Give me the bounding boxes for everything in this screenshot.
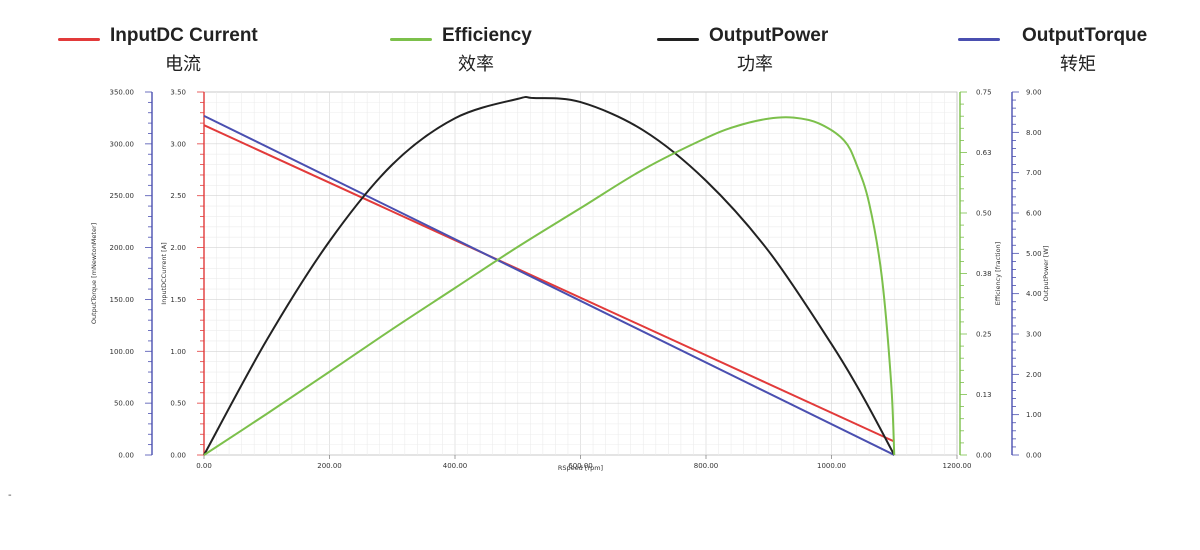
stray-dash-text: - <box>8 490 12 501</box>
y-tick-label-torque: 300.00 <box>110 140 135 148</box>
y-axis-title-torque: OutputTorque [mNewtonMeter] <box>90 223 98 324</box>
y-tick-label-efficiency: 0.50 <box>976 210 992 218</box>
y-tick-label-efficiency: 0.38 <box>976 270 992 278</box>
y-tick-label-torque: 250.00 <box>110 192 135 200</box>
series-line-inputdc-current <box>203 124 895 443</box>
y-tick-label-torque: 350.00 <box>110 89 135 97</box>
y-tick-label-current: 1.50 <box>170 296 186 304</box>
y-tick-label-efficiency: 0.25 <box>976 331 992 339</box>
y-tick-label-power: 3.00 <box>1026 331 1042 339</box>
y-tick-label-power: 6.00 <box>1026 210 1042 218</box>
y-tick-label-current: 0.50 <box>170 400 186 408</box>
x-tick-label: 1000.00 <box>817 462 846 470</box>
y-axis-title-current: InputDCCurrent [A] <box>160 242 168 304</box>
y-tick-label-current: 0.00 <box>170 452 186 460</box>
legend-label-input-current: InputDC Current <box>110 25 258 46</box>
y-tick-label-efficiency: 0.13 <box>976 391 992 399</box>
series-line-outputpower <box>203 95 896 456</box>
series-line-outputtorque <box>203 114 895 456</box>
x-tick-label: 200.00 <box>317 462 342 470</box>
legend-label-efficiency-zh: 效率 <box>458 54 494 75</box>
x-tick-label: 600.00 <box>568 462 593 470</box>
legend-swatch-output-torque <box>958 38 1000 41</box>
y-axis-title-power: OutputPower [W] <box>1042 246 1050 302</box>
y-tick-label-torque: 0.00 <box>118 452 134 460</box>
y-tick-label-power: 9.00 <box>1026 89 1042 97</box>
x-axis-label: RSpeed [rpm] <box>558 464 603 472</box>
y-tick-label-torque: 50.00 <box>114 400 134 408</box>
legend-label-output-torque: OutputTorque <box>1022 25 1148 46</box>
y-tick-label-current: 2.00 <box>170 244 186 252</box>
legend-label-output-power: OutputPower <box>709 25 829 46</box>
x-tick-label: 1200.00 <box>943 462 972 470</box>
legend-swatch-input-current <box>58 38 100 41</box>
x-tick-label: 400.00 <box>443 462 468 470</box>
legend-label-output-torque-zh: 转矩 <box>1060 54 1096 75</box>
y-tick-label-efficiency: 0.75 <box>976 89 992 97</box>
legend-label-output-power-zh: 功率 <box>737 54 773 75</box>
legend-swatch-efficiency <box>390 38 432 41</box>
y-tick-label-current: 1.00 <box>170 348 186 356</box>
y-tick-label-power: 2.00 <box>1026 371 1042 379</box>
y-tick-label-torque: 200.00 <box>110 244 135 252</box>
x-tick-label: 0.00 <box>196 462 212 470</box>
y-tick-label-current: 3.00 <box>170 140 186 148</box>
y-tick-label-current: 3.50 <box>170 89 186 97</box>
motor-performance-chart: 0.00 200.00 400.00 600.00 800.00 1000.00 1200.… <box>90 89 1050 473</box>
y-tick-label-power: 1.00 <box>1026 411 1042 419</box>
y-tick-label-torque: 100.00 <box>110 348 135 356</box>
y-tick-label-power: 7.00 <box>1026 169 1042 177</box>
y-tick-label-power: 8.00 <box>1026 129 1042 137</box>
x-tick-label: 800.00 <box>694 462 719 470</box>
y-tick-label-efficiency: 0.63 <box>976 149 992 157</box>
legend: InputDC Current 电流 Efficiency 效率 OutputP… <box>0 22 1200 82</box>
y-tick-label-power: 0.00 <box>1026 452 1042 460</box>
y-tick-label-power: 5.00 <box>1026 250 1042 258</box>
legend-swatch-output-power <box>657 38 699 41</box>
series-line-efficiency <box>203 116 896 456</box>
legend-label-efficiency: Efficiency <box>442 25 532 46</box>
y-axis-title-efficiency: Efficiency [fraction] <box>994 242 1002 305</box>
y-tick-label-efficiency: 0.00 <box>976 452 992 460</box>
y-tick-label-current: 2.50 <box>170 192 186 200</box>
y-tick-label-torque: 150.00 <box>110 296 135 304</box>
y-tick-label-power: 4.00 <box>1026 290 1042 298</box>
legend-label-input-current-zh: 电流 <box>165 54 201 75</box>
